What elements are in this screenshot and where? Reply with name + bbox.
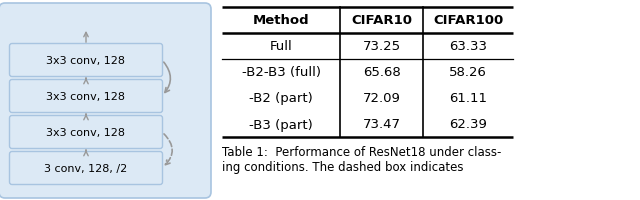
FancyBboxPatch shape [0, 4, 211, 198]
Text: 65.68: 65.68 [363, 66, 401, 79]
Text: -B3 (part): -B3 (part) [249, 118, 313, 131]
Text: 3x3 conv, 128: 3x3 conv, 128 [47, 127, 125, 137]
FancyBboxPatch shape [10, 44, 163, 77]
Text: Full: Full [269, 40, 292, 53]
FancyBboxPatch shape [10, 152, 163, 185]
Text: CIFAR100: CIFAR100 [433, 14, 503, 27]
Text: 3x3 conv, 128: 3x3 conv, 128 [47, 92, 125, 101]
Text: 63.33: 63.33 [449, 40, 487, 53]
Text: 3x3 conv, 128: 3x3 conv, 128 [47, 56, 125, 66]
Text: 73.25: 73.25 [362, 40, 401, 53]
Text: Table 1:  Performance of ResNet18 under class-: Table 1: Performance of ResNet18 under c… [222, 145, 501, 158]
Text: 62.39: 62.39 [449, 118, 487, 131]
Text: 72.09: 72.09 [363, 92, 401, 105]
Text: CIFAR10: CIFAR10 [351, 14, 412, 27]
Text: 73.47: 73.47 [362, 118, 401, 131]
Text: 61.11: 61.11 [449, 92, 487, 105]
FancyBboxPatch shape [10, 80, 163, 113]
Text: ing conditions. The dashed box indicates: ing conditions. The dashed box indicates [222, 160, 463, 173]
Text: 3 conv, 128, /2: 3 conv, 128, /2 [44, 163, 127, 173]
Text: Method: Method [253, 14, 309, 27]
Text: 58.26: 58.26 [449, 66, 487, 79]
FancyBboxPatch shape [10, 116, 163, 149]
Text: -B2-B3 (full): -B2-B3 (full) [241, 66, 321, 79]
Text: -B2 (part): -B2 (part) [249, 92, 313, 105]
